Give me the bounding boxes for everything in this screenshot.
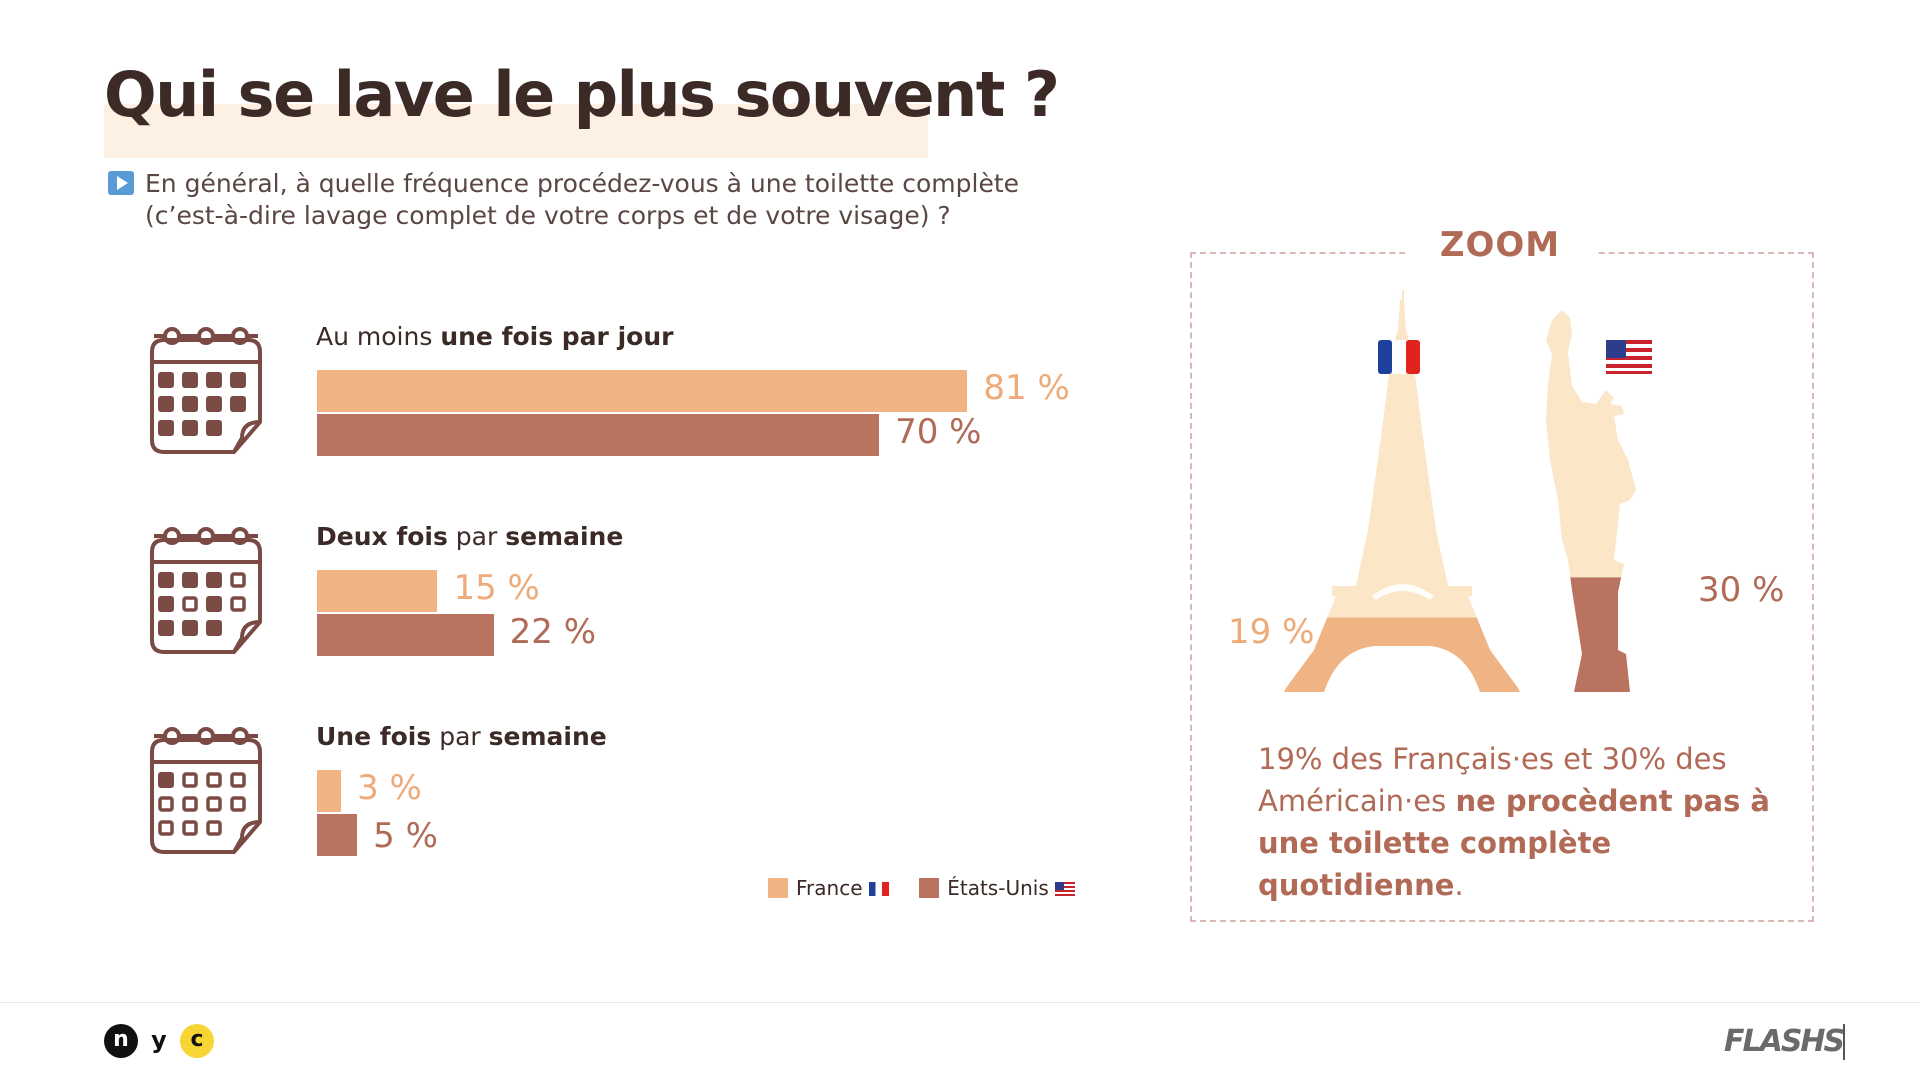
usa-flag-icon <box>1054 882 1075 896</box>
zoom-text-end: . <box>1454 868 1464 902</box>
category-label-bold: une fois par jour <box>440 322 674 351</box>
question-text: En général, à quelle fréquence procédez-… <box>145 168 1065 232</box>
zoom-usa-percent: 30 % <box>1698 570 1785 610</box>
zoom-text-part: 19% des Français·es et 30% des Américain… <box>1258 742 1727 818</box>
logo-y: y <box>151 1026 167 1054</box>
value-label-france-twice-weekly: 15 % <box>453 568 540 608</box>
bar-usa-weekly <box>317 814 358 856</box>
zoom-title: ZOOM <box>1405 225 1595 265</box>
legend-label-usa: États-Unis <box>947 876 1049 900</box>
calendar-daily-icon <box>150 327 262 454</box>
liberty-fill <box>1546 577 1636 692</box>
brand-logo: FLASHS <box>1724 1024 1845 1059</box>
value-label-france-weekly: 3 % <box>357 768 422 808</box>
bar-usa-twice-weekly <box>317 614 494 656</box>
bar-usa-daily <box>317 414 880 456</box>
title-highlight <box>104 104 928 158</box>
legend: France États-Unis <box>768 876 1075 900</box>
usa-flag-icon <box>1606 340 1652 374</box>
france-flag-icon <box>1378 340 1420 374</box>
zoom-summary: 19% des Français·es et 30% des Américain… <box>1258 738 1798 906</box>
france-flag-icon <box>868 882 889 896</box>
category-label-bold: semaine <box>505 522 624 551</box>
value-label-usa-twice-weekly: 22 % <box>509 612 597 652</box>
category-label-part: par <box>447 522 506 551</box>
brand-divider <box>1843 1024 1845 1060</box>
calendar-twice-weekly-icon <box>150 527 262 654</box>
zoom-text-bold: ne procèdent pas à une toilette complète… <box>1258 784 1770 902</box>
bar-france-twice-weekly <box>317 570 438 612</box>
category-label-bold: semaine <box>488 722 607 751</box>
play-icon <box>108 171 134 195</box>
category-label-twice-weekly: Deux fois par semaine <box>316 522 623 551</box>
category-label-weekly: Une fois par semaine <box>316 722 607 751</box>
value-label-usa-weekly: 5 % <box>373 816 438 856</box>
legend-swatch-france <box>768 878 788 898</box>
logo-n: n <box>104 1024 138 1058</box>
legend-swatch-usa <box>919 878 940 898</box>
calendar-weekly-icon <box>150 727 262 854</box>
value-label-france-daily: 81 % <box>983 368 1070 408</box>
category-label-bold: Une fois <box>316 722 432 751</box>
category-label-part: par <box>431 722 489 751</box>
question-line-2: (c’est-à-dire lavage complet de votre co… <box>145 201 951 230</box>
category-label-daily: Au moins une fois par jour <box>316 322 673 351</box>
zoom-france-percent: 19 % <box>1228 612 1315 652</box>
category-label-part: Au moins <box>316 322 441 351</box>
value-label-usa-daily: 70 % <box>895 412 982 452</box>
bar-france-daily <box>317 370 968 412</box>
zoom-illustration <box>1284 290 1652 692</box>
legend-label-france: France <box>796 876 863 900</box>
bar-france-weekly <box>317 770 342 812</box>
category-label-bold: Deux fois <box>316 522 448 551</box>
question-line-1: En général, à quelle fréquence procédez-… <box>145 169 1020 198</box>
footer-divider <box>0 1002 1920 1003</box>
logo-c: c <box>180 1024 214 1058</box>
page-title: Qui se lave le plus souvent ? <box>104 58 1060 131</box>
